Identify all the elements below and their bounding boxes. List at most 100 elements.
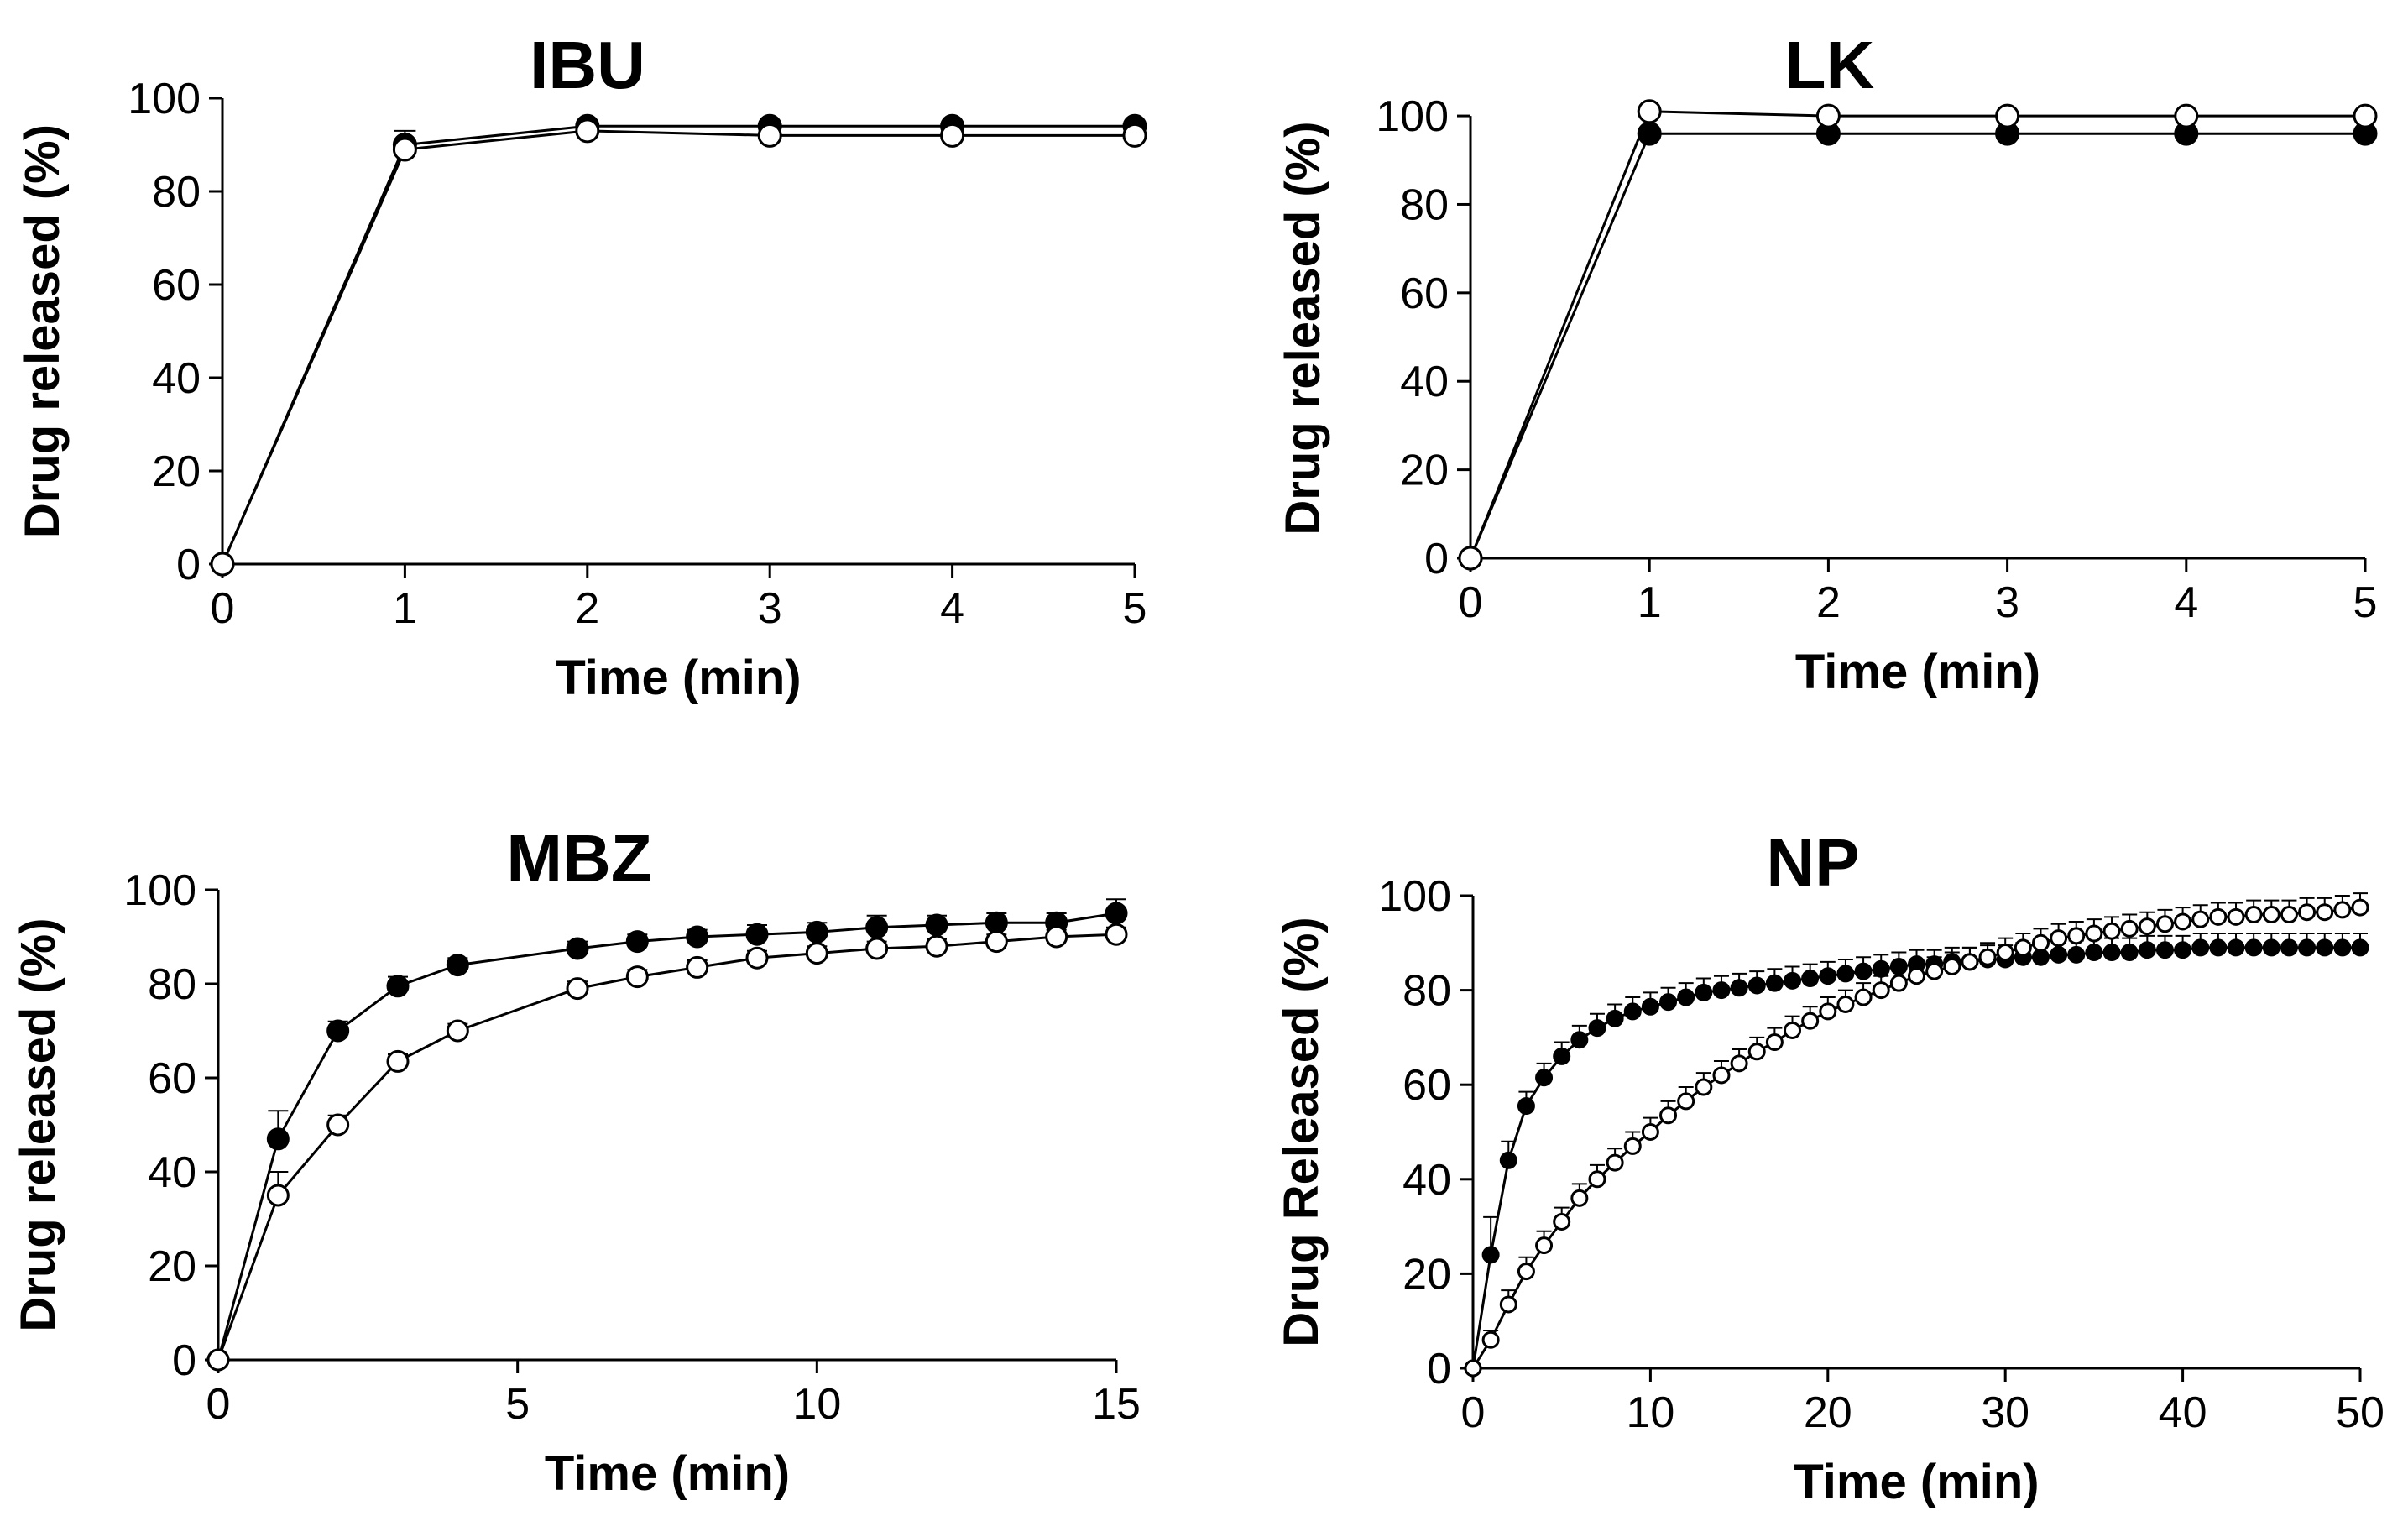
x-tick-label: 3: [1995, 578, 2019, 627]
y-tick-label: 0: [176, 541, 201, 589]
series-line-open: [217, 933, 1117, 1361]
data-point-open: [1836, 995, 1855, 1013]
data-point-filled: [2280, 938, 2298, 957]
x-tick-label: 4: [940, 584, 964, 633]
data-point-filled: [1481, 1246, 1500, 1264]
series-line-open: [1469, 110, 2365, 559]
x-axis-label: Time (min): [545, 1446, 790, 1501]
data-point-open: [1695, 1078, 1713, 1096]
y-tick-label: 80: [1402, 967, 1451, 1016]
data-point-open: [1961, 953, 1979, 971]
data-point-filled: [1499, 1151, 1517, 1169]
data-point-filled: [386, 975, 410, 998]
x-tick-label: 1: [393, 584, 417, 633]
data-point-open: [1925, 962, 1944, 980]
data-point-filled: [2120, 944, 2139, 962]
y-tick-label: 40: [1402, 1156, 1451, 1205]
data-point-filled: [2316, 938, 2334, 957]
x-tick-label: 0: [1459, 578, 1483, 627]
data-point-open: [1105, 923, 1128, 946]
data-point-open: [1517, 1263, 1535, 1281]
data-point-open: [2227, 907, 2245, 926]
data-point-filled: [985, 911, 1008, 934]
y-axis-label: Drug released (%): [1276, 121, 1330, 535]
data-point-filled: [1553, 1047, 1571, 1065]
data-point-open: [2174, 103, 2199, 128]
data-point-filled: [1570, 1031, 1589, 1049]
data-point-filled: [1637, 121, 1662, 146]
data-point-open: [2333, 901, 2352, 919]
data-point-filled: [1730, 979, 1748, 997]
data-point-open: [1872, 981, 1890, 1000]
x-tick-label: 10: [792, 1380, 841, 1429]
data-point-open: [2209, 907, 2228, 926]
x-tick-label: 5: [505, 1380, 530, 1429]
y-tick-label: 20: [148, 1242, 196, 1291]
data-point-filled: [745, 923, 769, 946]
data-point-filled: [1623, 1002, 1642, 1021]
y-axis-label: Drug Released (%): [1274, 917, 1329, 1346]
x-tick-label: 0: [211, 584, 235, 633]
data-point-filled: [1535, 1069, 1554, 1087]
data-point-open: [1784, 1021, 1802, 1039]
x-axis-label: Time (min): [1795, 645, 2040, 699]
y-tick-label: 100: [1378, 872, 1451, 921]
data-point-filled: [2209, 938, 2228, 957]
data-point-open: [1854, 988, 1873, 1006]
data-point-open: [1889, 974, 1908, 992]
x-tick-label: 5: [1123, 584, 1147, 633]
data-point-open: [2102, 922, 2121, 940]
data-point-filled: [2067, 945, 2086, 964]
data-point-filled: [2138, 941, 2156, 959]
data-point-open: [1481, 1330, 1500, 1349]
x-tick-label: 10: [1626, 1388, 1674, 1437]
data-point-open: [1819, 1002, 1837, 1021]
data-point-filled: [446, 954, 469, 977]
y-tick-label: 20: [1402, 1250, 1451, 1299]
data-point-open: [1499, 1295, 1517, 1314]
x-tick-label: 30: [1981, 1388, 2029, 1437]
data-point-filled: [2102, 944, 2121, 962]
data-point-open: [2138, 917, 2156, 936]
panel-lk: 0 1 2 3 4 5 0 20 40 60 80 100 LK Time (min) Drug relea…: [1276, 28, 2378, 699]
x-tick-label: 1: [1638, 578, 1662, 627]
y-tick-label: 20: [1400, 447, 1449, 495]
data-point-filled: [2174, 941, 2192, 959]
data-point-open: [925, 934, 948, 958]
data-point-open: [1747, 1043, 1766, 1061]
data-point-open: [1943, 957, 1961, 975]
data-point-open: [1730, 1054, 1748, 1073]
data-point-open: [392, 137, 417, 162]
data-point-open: [1458, 546, 1483, 571]
data-point-filled: [1588, 1019, 1606, 1038]
data-point-filled: [1641, 997, 1659, 1016]
data-point-open: [2031, 933, 2050, 952]
data-point-filled: [925, 913, 948, 937]
data-point-filled: [2050, 945, 2068, 964]
data-point-filled: [1854, 962, 1873, 980]
data-point-open: [2085, 924, 2103, 943]
y-axis-label: Drug released (%): [11, 917, 65, 1331]
y-tick-label: 80: [1400, 180, 1449, 229]
data-point-filled: [1105, 902, 1128, 925]
data-point-open: [575, 118, 600, 144]
data-point-filled: [1836, 965, 1855, 983]
data-point-open: [2353, 103, 2378, 128]
data-point-open: [2316, 903, 2334, 922]
data-point-filled: [2298, 938, 2317, 957]
data-point-open: [757, 123, 782, 148]
x-tick-label: 3: [758, 584, 782, 633]
data-point-open: [1801, 1012, 1820, 1030]
data-point-filled: [566, 937, 589, 960]
data-point-filled: [2191, 938, 2210, 957]
data-point-open: [446, 1019, 469, 1043]
data-point-open: [805, 942, 828, 965]
data-point-filled: [326, 1019, 350, 1043]
data-point-open: [2155, 915, 2174, 933]
y-tick-label: 60: [1402, 1061, 1451, 1110]
data-point-filled: [865, 916, 889, 939]
data-point-filled: [805, 920, 828, 944]
x-tick-label: 2: [575, 584, 599, 633]
data-point-open: [1606, 1153, 1624, 1172]
